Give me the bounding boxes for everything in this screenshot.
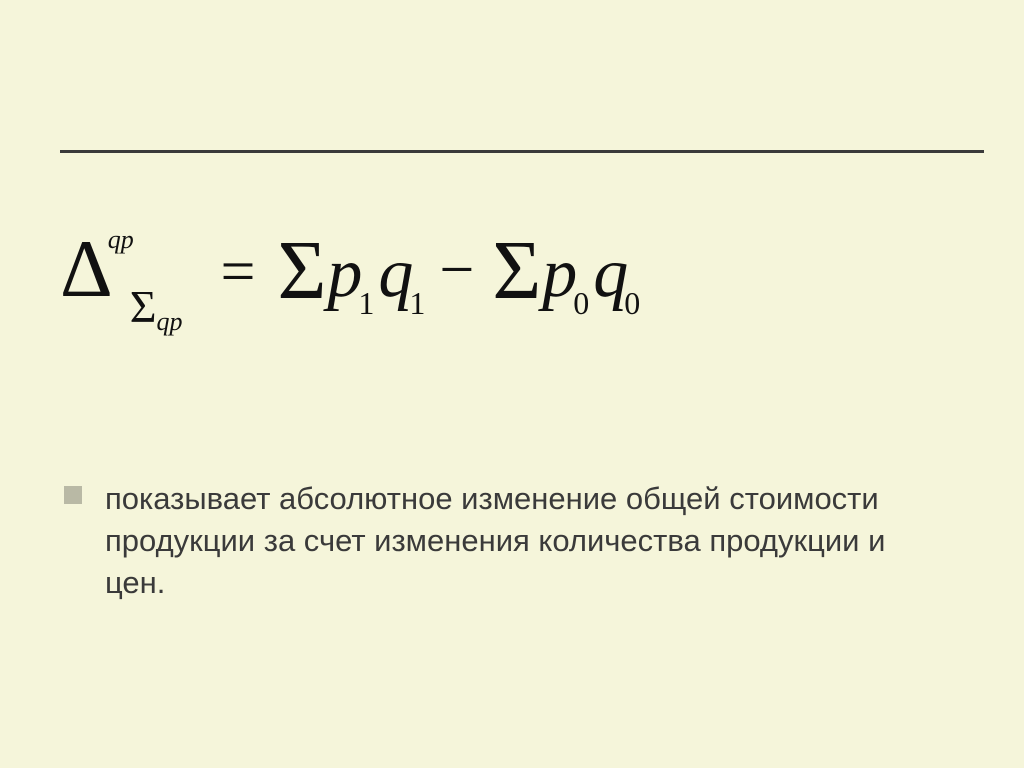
- p1-sub: 1: [358, 285, 374, 321]
- minus-sign: −: [439, 236, 474, 304]
- equals-sign: =: [221, 238, 256, 306]
- sigma-2: Σ: [492, 224, 538, 317]
- sigma-1: Σ: [277, 224, 323, 317]
- q0: q: [593, 235, 628, 312]
- body-paragraph: показывает абсолютное изменение общей ст…: [105, 478, 954, 604]
- sigma-subscripted: Σqp: [130, 280, 181, 333]
- math-formula: ΔqpΣqp = Σ p1q1 − Σ p0q0: [60, 220, 644, 317]
- p0: p: [542, 235, 577, 312]
- divider-rule: [60, 150, 984, 153]
- bullet-square-icon: [64, 486, 82, 504]
- delta-superscript: qp: [108, 225, 134, 254]
- sigma-small: Σ: [130, 281, 155, 332]
- p0-sub: 0: [573, 285, 589, 321]
- slide: ΔqpΣqp = Σ p1q1 − Σ p0q0 показывает абсо…: [0, 0, 1024, 768]
- q1-sub: 1: [409, 285, 425, 321]
- q0-sub: 0: [624, 285, 640, 321]
- delta-symbol: Δ: [60, 222, 110, 316]
- sigma-small-sub: qp: [157, 307, 183, 336]
